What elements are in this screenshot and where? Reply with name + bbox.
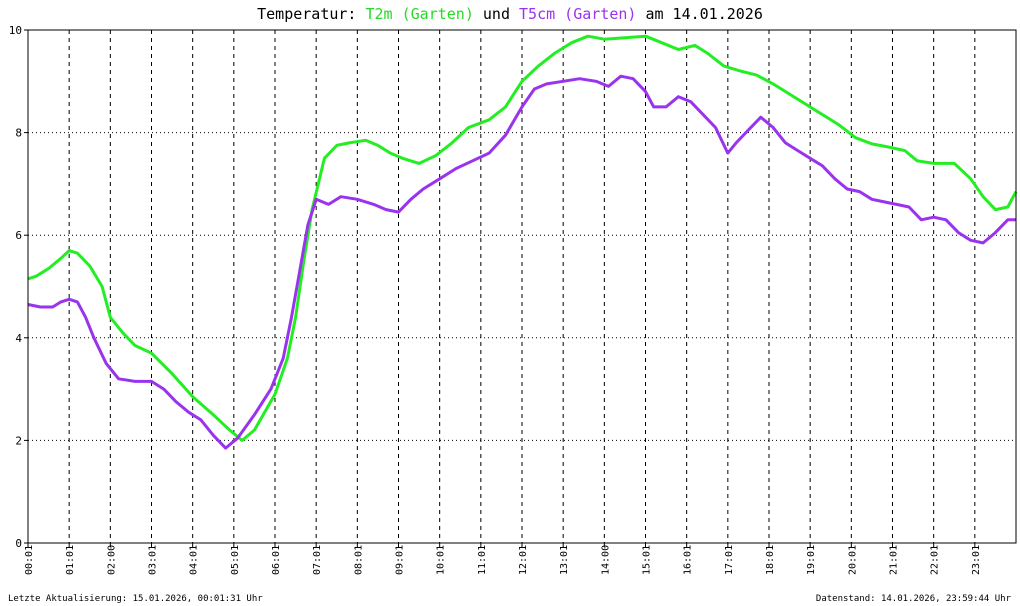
title-date: am 14.01.2026 [645,5,762,23]
x-tick-label: 10:01 [436,545,447,575]
title-series-t2m: T2m (Garten) [366,5,474,23]
y-tick-label: 2 [15,434,22,447]
x-tick-label: 19:01 [806,545,817,575]
title-conjunction: und [483,5,510,23]
x-tick-label: 21:01 [889,545,900,575]
x-tick-label: 13:01 [559,545,570,575]
x-tick-label: 04:01 [189,545,200,575]
x-tick-label: 23:01 [971,545,982,575]
y-tick-label: 4 [15,332,22,345]
x-tick-label: 09:01 [395,545,406,575]
x-tick-label: 18:01 [765,545,776,575]
title-prefix: Temperatur: [257,5,356,23]
chart-title: Temperatur: T2m (Garten) und T5cm (Garte… [257,5,763,23]
plot-frame [27,29,1017,544]
series-lines [27,34,1018,450]
x-tick-label: 11:01 [477,545,488,575]
x-tick-label: 03:01 [148,545,159,575]
x-tick-label: 12:01 [518,545,529,575]
x-tick-label: 06:01 [271,545,282,575]
y-axis-ticks: 0 2 4 6 8 10 [9,24,28,550]
x-axis-ticks: 00:01 01:01 02:00 03:01 04:01 05:01 06:01 07:01… [24,543,982,575]
x-tick-label: 20:01 [847,545,858,575]
y-tick-label: 6 [15,229,22,242]
series-line-t5cm [27,74,1016,450]
x-tick-label: 15:01 [642,545,653,575]
title-series-t5cm: T5cm (Garten) [519,5,636,23]
footer-last-update: Letzte Aktualisierung: 15.01.2026, 00:01… [8,594,263,604]
x-tick-label: 02:00 [106,545,117,575]
x-tick-label: 22:01 [930,545,941,575]
x-tick-label: 17:01 [724,545,735,575]
x-tick-label: 16:01 [683,545,694,575]
x-tick-label: 07:01 [312,545,323,575]
y-tick-label: 0 [15,537,22,550]
y-tick-label: 10 [9,24,22,37]
grid [28,30,1016,543]
x-tick-label: 05:01 [230,545,241,575]
series-line-t2m [27,34,1018,442]
x-tick-label: 01:01 [65,545,76,575]
x-tick-label: 08:01 [353,545,364,575]
footer-data-status: Datenstand: 14.01.2026, 23:59:44 Uhr [816,594,1012,604]
x-tick-label: 00:01 [24,545,35,575]
y-tick-label: 8 [15,127,22,140]
x-tick-label: 14:00 [600,545,611,575]
